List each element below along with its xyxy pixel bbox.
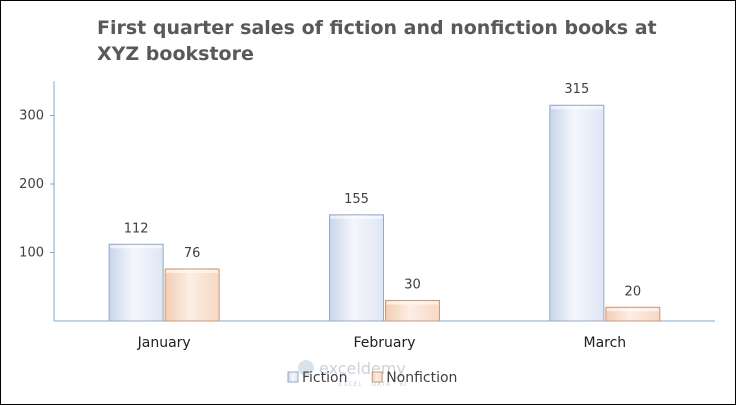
data-label: 20 [625,284,642,299]
legend-label-nonfiction: Nonfiction [386,370,457,386]
data-label: 76 [184,246,201,261]
chart-title: First quarter sales of fiction and nonfi… [97,17,657,65]
legend: Fiction Nonfiction [287,370,457,386]
legend-label-fiction: Fiction [302,370,347,386]
bar-highlight [386,301,439,305]
data-label: 112 [124,221,149,236]
data-label: 155 [344,192,369,207]
bar-fiction-january [108,243,164,322]
x-category-label: February [353,335,415,351]
x-category-label: January [137,335,191,351]
legend-swatch-nonfiction [371,371,383,383]
data-labels: 112 76 155 30 315 20 [124,82,641,299]
bar-nonfiction-february [385,299,440,322]
bar-highlight [606,308,659,312]
watermark: exceldemy EXCEL · DATA · BI [298,359,408,388]
watermark-subtext: EXCEL · DATA · BI [339,381,408,388]
y-tick-label: 200 [19,177,44,192]
y-tick-label: 300 [19,109,44,124]
data-label: 315 [564,82,589,97]
bar-fiction-march [549,104,605,322]
bar-highlight [330,215,383,219]
bar-highlight [110,245,163,249]
bar-fiction-february [329,214,384,322]
y-tick-label: 100 [19,246,44,261]
legend-swatch-fiction [287,371,299,383]
watermark-text: exceldemy [319,359,406,378]
watermark-logo-icon [298,360,314,376]
data-label: 30 [404,277,421,292]
bar-nonfiction-january [164,268,220,322]
x-category-label: March [583,335,626,351]
bar-highlight [550,106,603,110]
axes: 100 200 300 January February March [19,81,715,351]
bar-highlight [166,269,219,273]
bars [108,104,661,322]
